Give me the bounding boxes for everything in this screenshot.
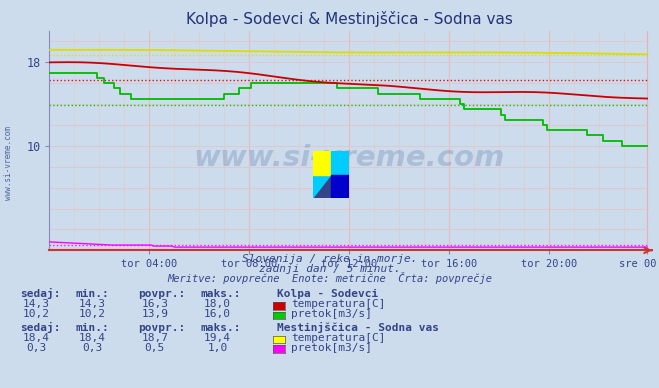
Text: 0,3: 0,3 [82,343,102,353]
Bar [331,151,349,175]
Bar [331,175,349,198]
Text: 1,0: 1,0 [208,343,227,353]
Text: 10,2: 10,2 [23,309,49,319]
Text: Mestinjščica - Sodna vas: Mestinjščica - Sodna vas [277,322,439,333]
Text: 16,3: 16,3 [142,299,168,309]
Text: 16,0: 16,0 [204,309,231,319]
Text: 18,0: 18,0 [204,299,231,309]
Text: min.:: min.: [76,289,109,299]
Title: Kolpa - Sodevci & Mestinjščica - Sodna vas: Kolpa - Sodevci & Mestinjščica - Sodna v… [186,11,513,27]
Text: 13,9: 13,9 [142,309,168,319]
Text: povpr.:: povpr.: [138,289,186,299]
Text: maks.:: maks.: [201,322,241,333]
Text: Meritve: povprečne  Enote: metrične  Črta: povprečje: Meritve: povprečne Enote: metrične Črta:… [167,272,492,284]
Text: 0,3: 0,3 [26,343,46,353]
Bar [331,151,349,175]
Text: sedaj:: sedaj: [20,288,60,299]
Text: 0,5: 0,5 [145,343,165,353]
Polygon shape [313,151,349,198]
Bar [313,151,331,175]
Text: maks.:: maks.: [201,289,241,299]
Text: min.:: min.: [76,322,109,333]
Text: Kolpa - Sodevci: Kolpa - Sodevci [277,289,378,299]
Text: pretok[m3/s]: pretok[m3/s] [291,343,372,353]
Text: www.si-vreme.com: www.si-vreme.com [194,144,505,172]
Text: 10,2: 10,2 [79,309,105,319]
Text: Slovenija / reke in morje.: Slovenija / reke in morje. [242,254,417,264]
Text: temperatura[C]: temperatura[C] [291,299,386,309]
Text: 14,3: 14,3 [79,299,105,309]
Text: 18,4: 18,4 [23,333,49,343]
Text: pretok[m3/s]: pretok[m3/s] [291,309,372,319]
Text: www.si-vreme.com: www.si-vreme.com [4,126,13,200]
Text: zadnji dan / 5 minut.: zadnji dan / 5 minut. [258,264,401,274]
Text: 19,4: 19,4 [204,333,231,343]
Text: sedaj:: sedaj: [20,322,60,333]
Bar [331,175,349,198]
Bar [313,151,331,175]
Text: povpr.:: povpr.: [138,322,186,333]
Text: 14,3: 14,3 [23,299,49,309]
Text: 18,7: 18,7 [142,333,168,343]
Text: temperatura[C]: temperatura[C] [291,333,386,343]
Text: 18,4: 18,4 [79,333,105,343]
Polygon shape [313,151,349,198]
